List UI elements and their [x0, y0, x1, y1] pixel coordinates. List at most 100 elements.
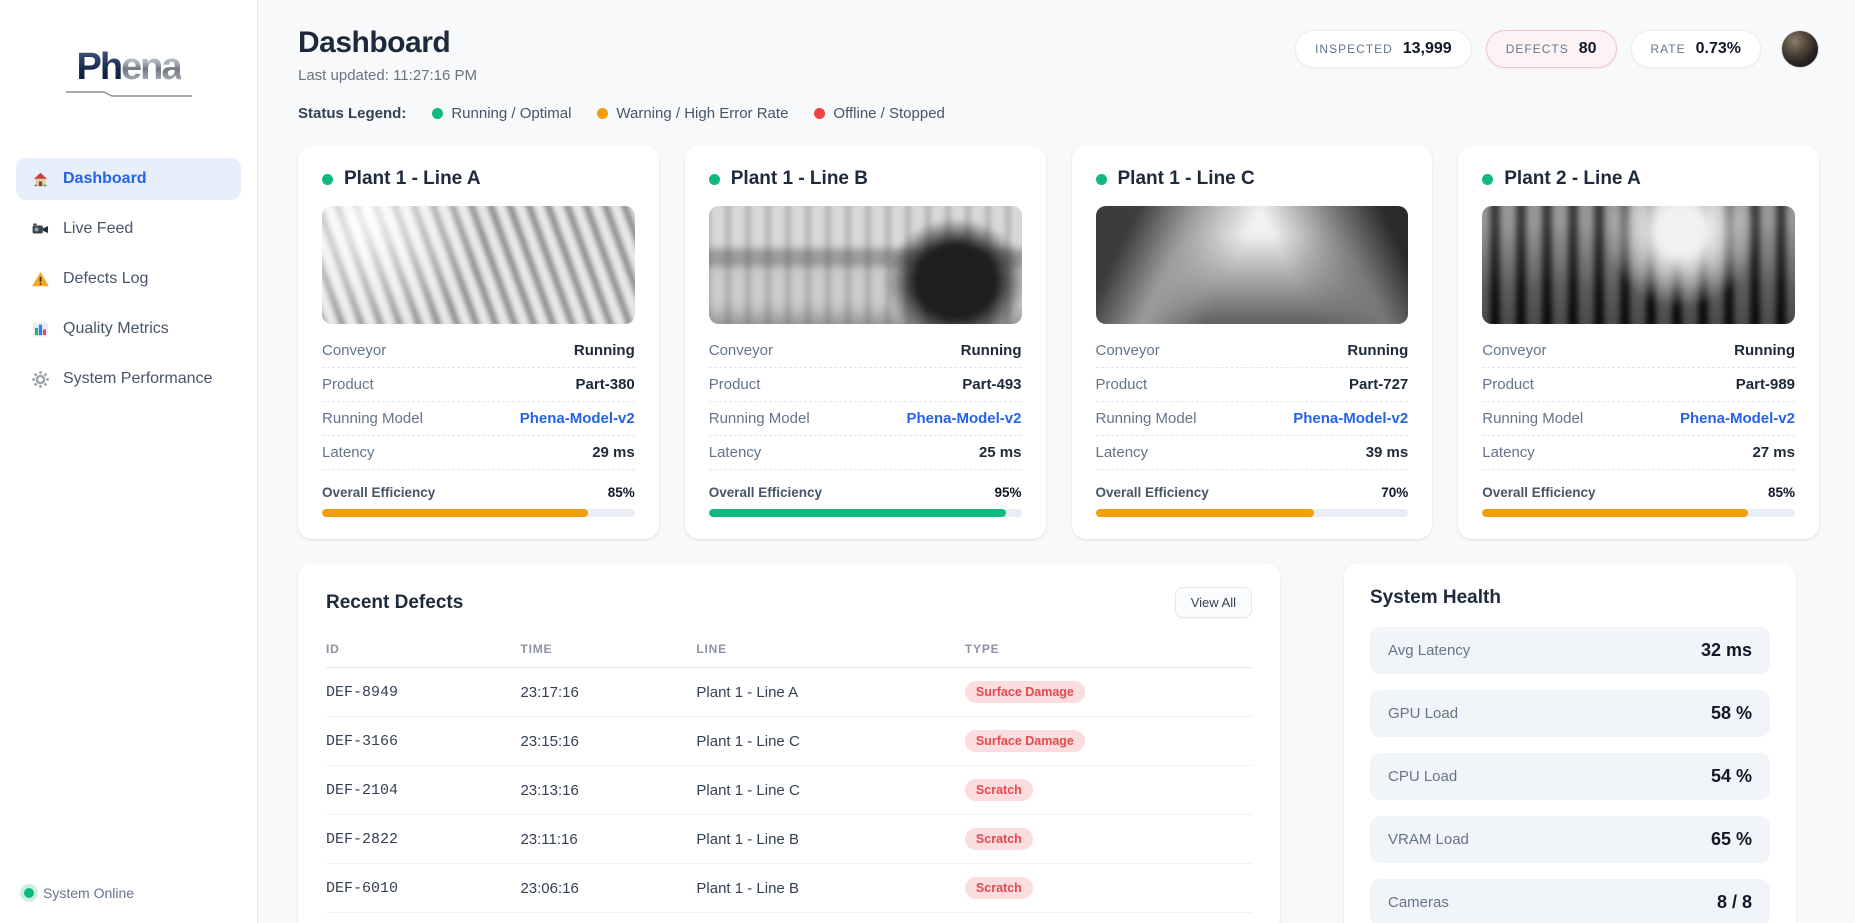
conveyor-label: Conveyor: [1482, 342, 1547, 359]
logo-text-primary: Ph: [76, 46, 123, 88]
defect-table-row: DEF-8949 23:17:16 Plant 1 - Line A Surfa…: [326, 667, 1252, 717]
camera-feed-image: [1095, 206, 1409, 324]
online-status-dot: [24, 888, 34, 898]
rate-stat-pill: RATE 0.73%: [1630, 30, 1761, 68]
product-row: Product Part-989: [1482, 368, 1795, 402]
efficiency-bar-fill: [322, 509, 588, 517]
sidebar-item-dashboard[interactable]: Dashboard: [16, 158, 241, 200]
defect-time: 23:15:16: [520, 716, 697, 766]
line-card-title: Plant 1 - Line A: [344, 168, 481, 189]
phena-logo: Phena: [64, 46, 194, 97]
line-card-title: Plant 2 - Line A: [1504, 168, 1641, 189]
legend-item-running: Running / Optimal: [432, 105, 571, 122]
line-status-dot: [1482, 173, 1494, 185]
health-metric-label: GPU Load: [1388, 705, 1459, 722]
product-label: Product: [708, 376, 761, 393]
efficiency-bar-fill: [1482, 509, 1749, 517]
defect-line: Plant 1 - Line B: [696, 814, 965, 864]
sidebar-item-live-feed[interactable]: Live Feed: [16, 208, 241, 250]
efficiency-label: Overall Efficiency: [708, 485, 823, 500]
efficiency-block: Overall Efficiency 70%: [1095, 485, 1409, 517]
efficiency-value: 95%: [994, 485, 1022, 500]
defect-type-badge: Surface Damage: [964, 681, 1085, 703]
camera-feed: [1482, 206, 1795, 324]
line-card: Plant 1 - Line B Conveyor Running Produc…: [684, 146, 1046, 539]
efficiency-label: Overall Efficiency: [1095, 485, 1209, 500]
efficiency-value: 85%: [607, 485, 635, 500]
sidebar-item-system-performance[interactable]: System Performance: [16, 358, 241, 400]
product-value: Part-493: [962, 376, 1022, 393]
running-model-link[interactable]: Phena-Model-v2: [906, 410, 1022, 427]
system-health-panel: System Health Avg Latency 32 ms GPU Load…: [1344, 563, 1796, 923]
column-header-type: TYPE: [964, 634, 1252, 668]
logo-underline: [64, 90, 194, 97]
health-metric-value: 32 ms: [1700, 640, 1752, 660]
product-value: Part-727: [1349, 376, 1409, 393]
logo-text-secondary: ena: [121, 46, 183, 88]
camera-feed-image: [708, 206, 1022, 324]
amber-status-dot: [597, 108, 609, 119]
health-metric-value: 65 %: [1710, 829, 1752, 849]
efficiency-value: 70%: [1381, 485, 1409, 500]
latency-value: 29 ms: [592, 444, 635, 461]
efficiency-label: Overall Efficiency: [1482, 485, 1596, 500]
health-metric-item: Avg Latency 32 ms: [1370, 627, 1770, 674]
defect-type-badge: Scratch: [964, 828, 1033, 850]
defect-type-badge: Surface Damage: [964, 730, 1085, 752]
inspected-stat-pill: INSPECTED 13,999: [1295, 30, 1472, 68]
defect-id: DEF-6010: [326, 863, 521, 913]
efficiency-bar-track: [708, 509, 1022, 517]
running-model-link[interactable]: Phena-Model-v2: [1293, 410, 1409, 427]
conveyor-label: Conveyor: [1095, 342, 1160, 359]
system-health-list: Avg Latency 32 ms GPU Load 58 % CPU Load…: [1370, 627, 1770, 923]
legend-item-label: Warning / High Error Rate: [616, 105, 789, 122]
defect-id: DEF-3166: [326, 716, 521, 766]
video-camera-icon: [30, 219, 50, 239]
efficiency-block: Overall Efficiency 85%: [322, 485, 635, 517]
sidebar-item-defects-log[interactable]: Defects Log: [16, 258, 241, 300]
defects-stat-pill: DEFECTS 80: [1485, 30, 1617, 68]
health-metric-item: GPU Load 58 %: [1370, 690, 1770, 737]
defect-id: DEF-2822: [326, 814, 521, 864]
conveyor-row: Conveyor Running: [708, 334, 1022, 368]
system-online-status: System Online: [16, 885, 241, 901]
health-metric-label: Cameras: [1388, 894, 1449, 911]
running-model-link[interactable]: Phena-Model-v2: [519, 410, 635, 427]
latency-label: Latency: [1482, 444, 1535, 461]
warning-icon: [30, 269, 50, 289]
stat-label: INSPECTED: [1315, 42, 1393, 56]
health-metric-label: VRAM Load: [1388, 831, 1469, 848]
column-header-time: TIME: [520, 634, 697, 668]
line-card-title: Plant 1 - Line B: [730, 168, 868, 189]
defect-line: Plant 1 - Line A: [696, 667, 965, 717]
line-card: Plant 1 - Line C Conveyor Running Produc…: [1071, 146, 1433, 539]
line-card: Plant 1 - Line A Conveyor Running Produc…: [298, 146, 659, 539]
defect-table-row: DEF-6010 23:06:16 Plant 1 - Line B Scrat…: [326, 863, 1252, 913]
stat-label: DEFECTS: [1505, 42, 1569, 56]
product-label: Product: [1482, 376, 1534, 393]
user-avatar[interactable]: [1781, 30, 1819, 68]
defects-table: ID TIME LINE TYPE DEF-8949 23:17:16 Plan…: [326, 634, 1252, 913]
defect-line: Plant 1 - Line C: [696, 765, 965, 815]
running-model-row: Running Model Phena-Model-v2: [1095, 402, 1409, 436]
camera-feed-image: [1482, 206, 1795, 324]
legend-item-warning: Warning / High Error Rate: [597, 105, 788, 122]
conveyor-label: Conveyor: [322, 342, 387, 359]
camera-feed: [322, 206, 635, 324]
green-status-dot: [432, 108, 444, 119]
health-metric-value: 58 %: [1710, 703, 1752, 723]
defect-type-badge: Scratch: [964, 877, 1033, 899]
efficiency-label: Overall Efficiency: [322, 485, 436, 500]
running-model-link[interactable]: Phena-Model-v2: [1679, 410, 1795, 427]
page-header: Dashboard Last updated: 11:27:16 PM INSP…: [298, 26, 1819, 84]
health-metric-value: 54 %: [1710, 766, 1752, 786]
recent-defects-title: Recent Defects: [326, 591, 464, 613]
defect-id: DEF-2104: [326, 765, 521, 815]
view-all-button[interactable]: View All: [1174, 587, 1252, 618]
sidebar-item-quality-metrics[interactable]: Quality Metrics: [16, 308, 241, 350]
camera-feed: [708, 206, 1022, 324]
defect-time: 23:13:16: [520, 765, 697, 815]
running-model-row: Running Model Phena-Model-v2: [708, 402, 1022, 436]
efficiency-block: Overall Efficiency 95%: [708, 485, 1022, 517]
latency-value: 27 ms: [1752, 444, 1795, 461]
